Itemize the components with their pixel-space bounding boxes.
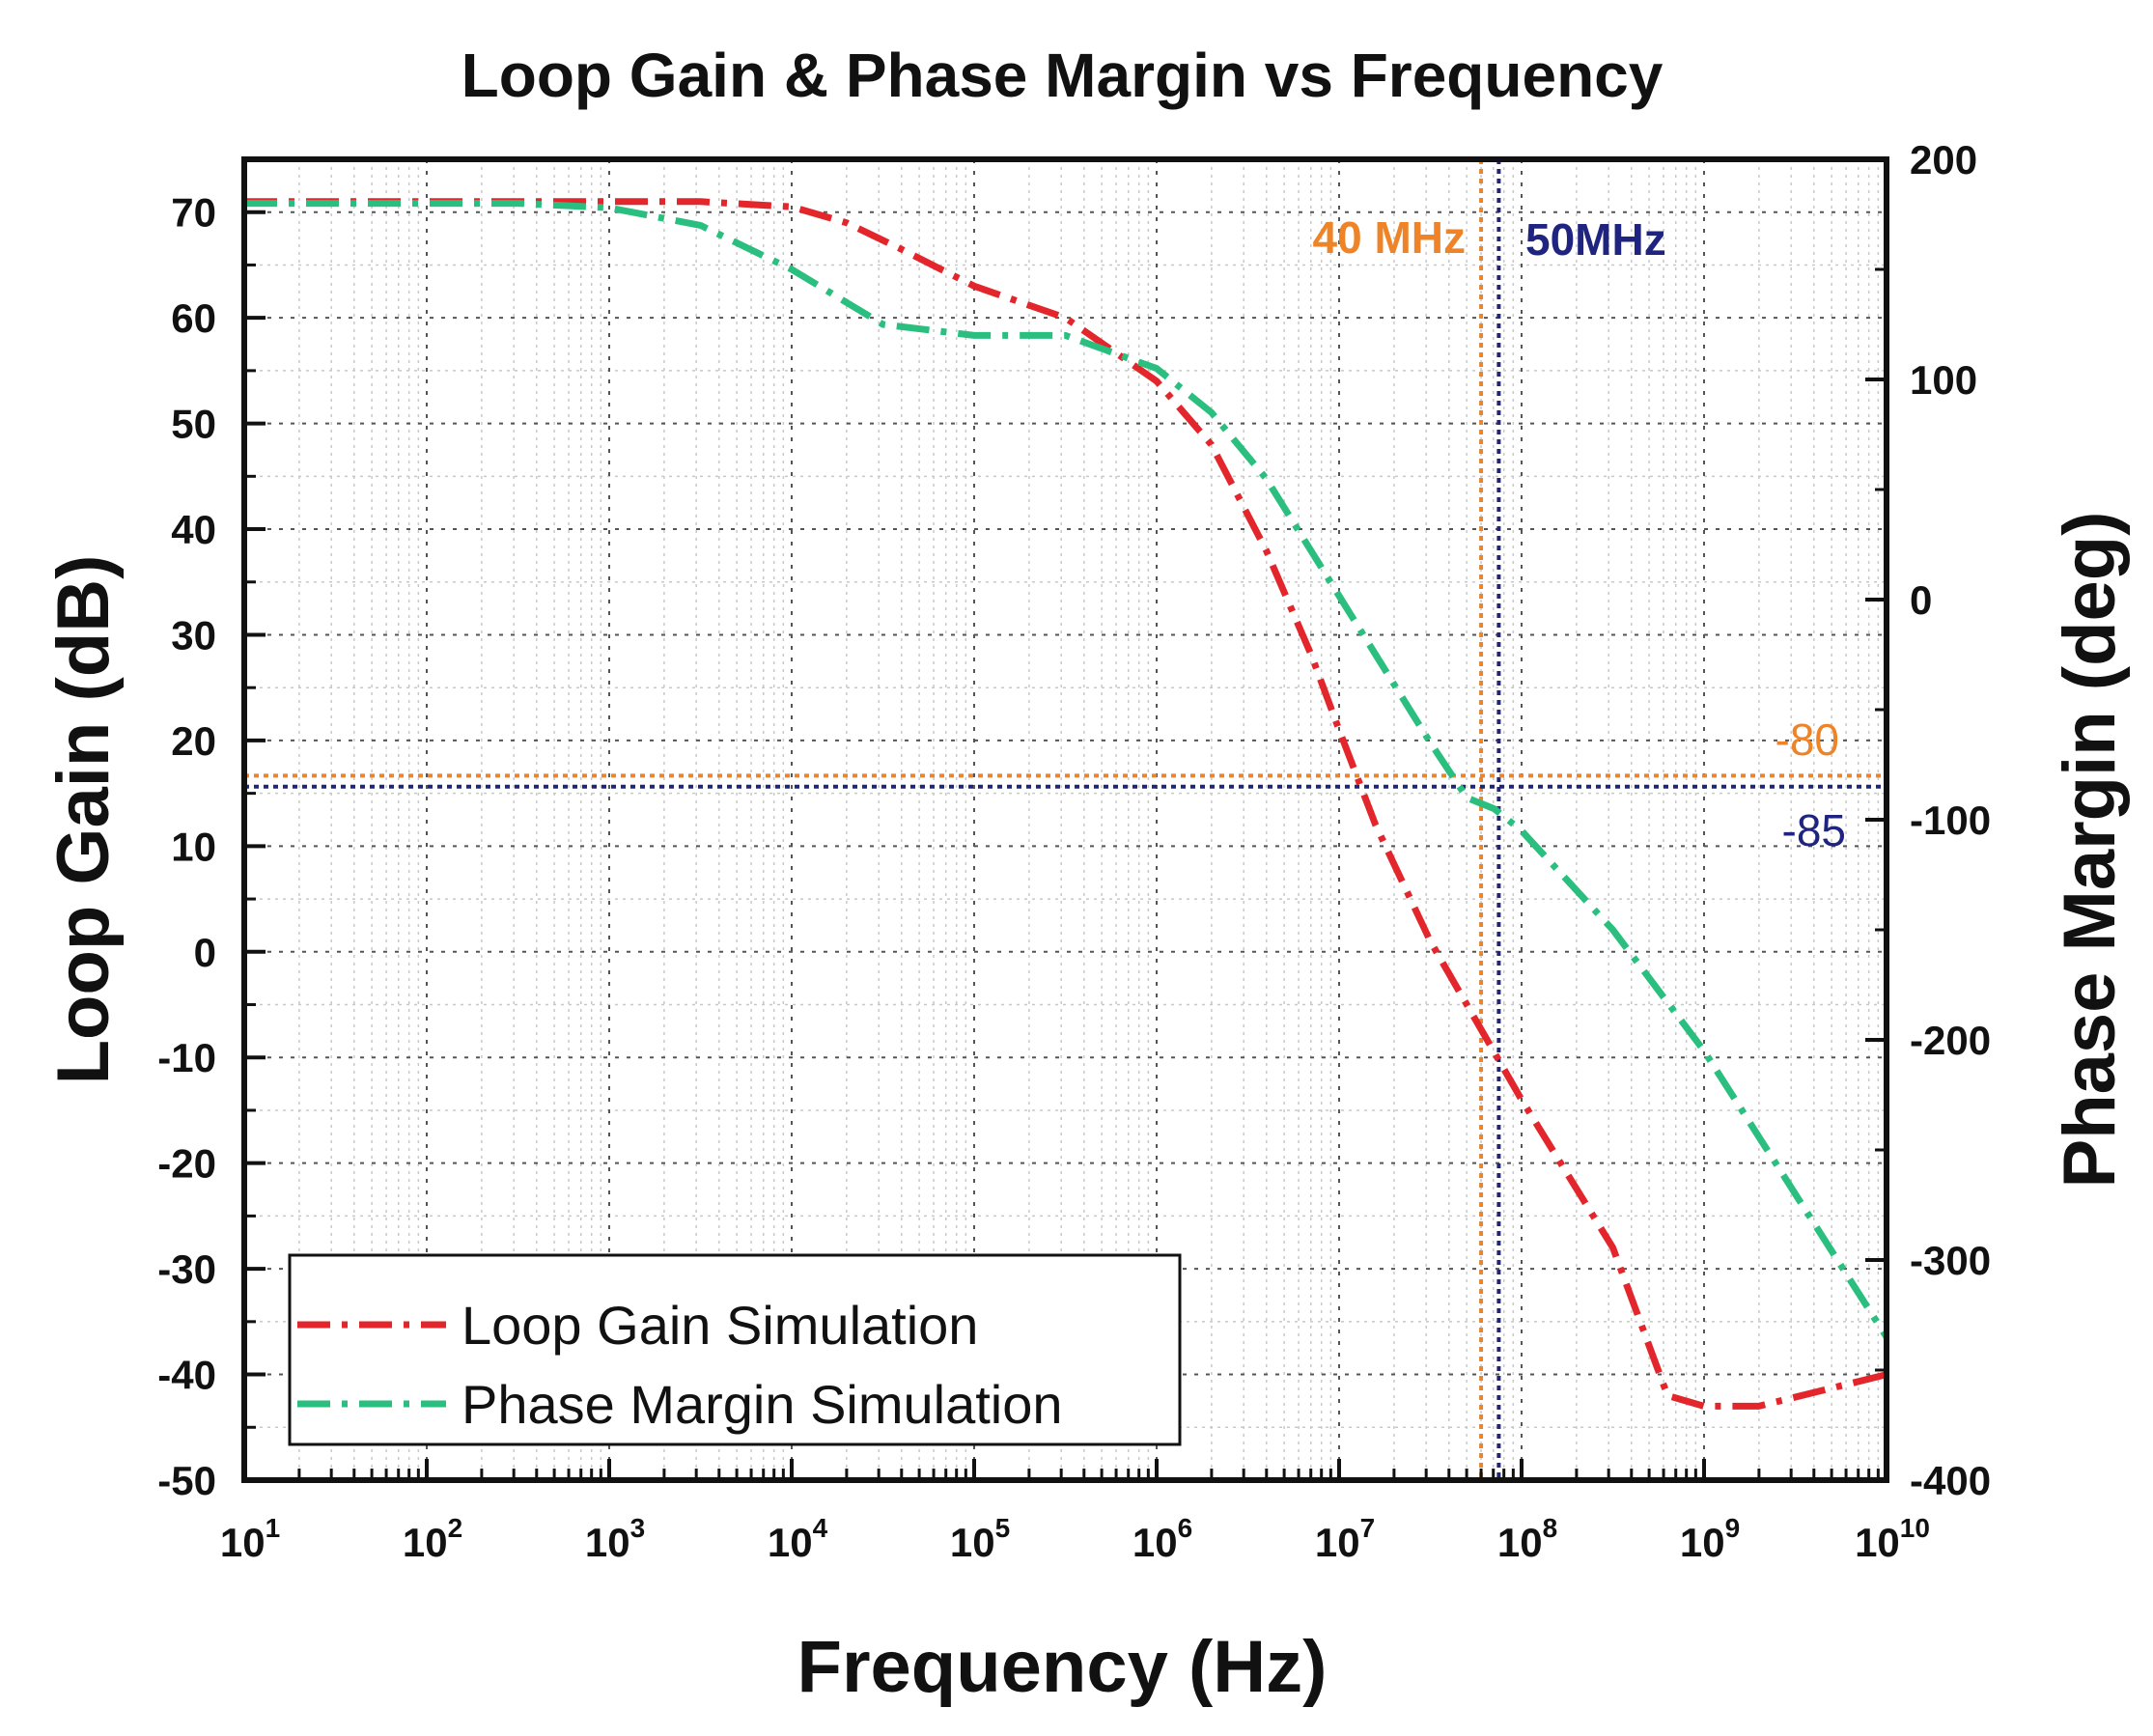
annotation-40mhz-label: 40 MHz	[1313, 212, 1466, 263]
y2-tick-label: -200	[1910, 1018, 1991, 1063]
x-tick-label: 109	[1680, 1513, 1740, 1565]
x-tick-label: 104	[768, 1513, 828, 1565]
annotation-minus80-label: -80	[1776, 714, 1839, 765]
x-tick-label: 106	[1132, 1513, 1192, 1565]
x-tick-label: 103	[585, 1513, 645, 1565]
axes: 101 102 103 104 105 106 107 108 109 1010 70 60 50 40 3…	[157, 137, 1991, 1565]
legend-label-phase-margin: Phase Margin Simulation	[461, 1374, 1063, 1435]
x-tick-label: 105	[950, 1513, 1010, 1565]
y2-tick-label: 0	[1910, 577, 1932, 623]
grid	[244, 159, 1887, 1480]
x-tick-label: 107	[1315, 1513, 1375, 1565]
y-tick-label: 70	[171, 190, 216, 236]
legend-box	[288, 1253, 1182, 1446]
y-tick-label: 10	[171, 824, 216, 869]
y-tick-label: -10	[157, 1035, 216, 1080]
series-layer	[244, 198, 1889, 1410]
legend: Loop Gain Simulation Phase Margin Simula…	[288, 1253, 1182, 1446]
x-tick-label: 102	[403, 1513, 462, 1565]
chart-title: Loop Gain & Phase Margin vs Frequency	[461, 41, 1664, 110]
x-tick-label: 1010	[1855, 1513, 1930, 1565]
legend-label-loop-gain: Loop Gain Simulation	[461, 1295, 978, 1356]
y2-axis-title: Phase Margin (deg)	[2049, 512, 2131, 1189]
y-tick-label: 50	[171, 402, 216, 447]
y-tick-label: -30	[157, 1246, 216, 1292]
annotation-minus85-label: -85	[1782, 805, 1846, 855]
y-axis-title: Loop Gain (dB)	[42, 555, 125, 1085]
y-tick-label: 60	[171, 295, 216, 341]
x-tick-label: 101	[220, 1513, 280, 1565]
y-tick-label: -40	[157, 1353, 216, 1398]
y2-tick-label: 100	[1910, 357, 1977, 403]
x-axis-title: Frequency (Hz)	[797, 1626, 1328, 1708]
y-tick-label: 20	[171, 718, 216, 764]
y-tick-label: 40	[171, 507, 216, 552]
y-tick-label: -20	[157, 1141, 216, 1187]
series-phase-margin-line	[244, 200, 1889, 1339]
y2-tick-label: -100	[1910, 798, 1991, 843]
y-tick-label: -50	[157, 1458, 216, 1503]
annotation-lines	[244, 159, 1887, 1480]
y2-tick-label: -300	[1910, 1238, 1991, 1283]
annotation-50mhz-label: 50MHz	[1525, 214, 1666, 265]
y-tick-label: 0	[194, 930, 216, 975]
y-tick-label: 30	[171, 612, 216, 658]
y2-tick-label: -400	[1910, 1458, 1991, 1503]
y2-tick-label: 200	[1910, 137, 1977, 182]
x-tick-label: 108	[1497, 1513, 1557, 1565]
series-loop-gain-line	[244, 198, 1887, 1410]
